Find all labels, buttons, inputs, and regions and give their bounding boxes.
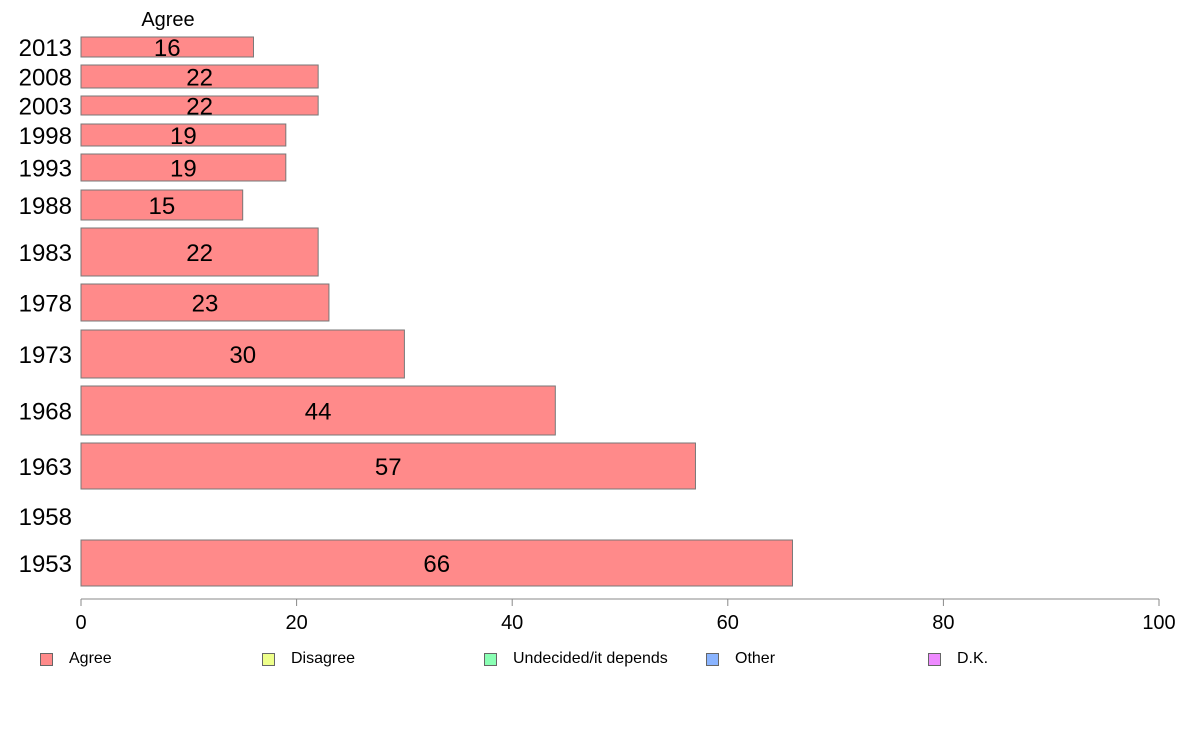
legend-swatch bbox=[484, 652, 497, 666]
data-label: 22 bbox=[186, 94, 213, 121]
legend-swatch bbox=[40, 652, 53, 666]
category-label: 1988 bbox=[19, 193, 72, 220]
category-label: 1998 bbox=[19, 123, 72, 150]
column-header: Agree bbox=[141, 9, 194, 31]
x-tick-label: 60 bbox=[717, 612, 739, 634]
legend: Agree Disagree Undecided/it depends Other D.… bbox=[0, 650, 1188, 674]
x-tick-label: 0 bbox=[75, 612, 86, 634]
x-axis: 0 20 40 60 80 100 bbox=[75, 598, 1176, 634]
category-label: 1993 bbox=[19, 156, 72, 183]
data-label: 66 bbox=[423, 551, 450, 578]
legend-item: Disagree bbox=[262, 650, 355, 668]
x-tick-label: 80 bbox=[932, 612, 954, 634]
legend-item: D.K. bbox=[928, 650, 988, 668]
category-label: 2003 bbox=[19, 94, 72, 121]
legend-swatch bbox=[706, 652, 719, 666]
category-label: 1983 bbox=[19, 240, 72, 267]
legend-item: Other bbox=[706, 650, 775, 668]
bars-group: 2013 16 2008 22 2003 22 1998 19 1993 19 1988 15 1983… bbox=[19, 35, 793, 587]
x-tick-label: 20 bbox=[285, 612, 307, 634]
bar bbox=[80, 442, 696, 490]
category-label: 1973 bbox=[19, 342, 72, 369]
data-label: 16 bbox=[154, 35, 181, 62]
bar bbox=[80, 539, 793, 587]
legend-swatch bbox=[928, 652, 941, 666]
category-label: 1953 bbox=[19, 551, 72, 578]
legend-label: Disagree bbox=[291, 650, 356, 667]
bar bbox=[80, 95, 319, 116]
category-label: 1963 bbox=[19, 454, 72, 481]
legend-swatch bbox=[262, 652, 275, 666]
bar bbox=[80, 153, 287, 182]
bar bbox=[80, 64, 319, 89]
category-label: 1968 bbox=[19, 399, 72, 426]
data-label: 15 bbox=[148, 193, 175, 220]
category-label: 2008 bbox=[19, 65, 72, 92]
x-tick-label: 100 bbox=[1142, 612, 1175, 634]
data-label: 23 bbox=[192, 291, 219, 318]
data-label: 44 bbox=[305, 399, 332, 426]
data-label: 22 bbox=[186, 240, 213, 267]
legend-item: Agree bbox=[40, 650, 112, 668]
bar bbox=[80, 123, 287, 147]
legend-item: Undecided/it depends bbox=[484, 650, 668, 668]
data-label: 19 bbox=[170, 123, 197, 150]
bar bbox=[80, 227, 319, 277]
data-label: 22 bbox=[186, 65, 213, 92]
category-label: 2013 bbox=[19, 35, 72, 62]
bar bbox=[80, 283, 330, 322]
bar bbox=[80, 385, 556, 436]
data-label: 30 bbox=[229, 342, 256, 369]
legend-label: D.K. bbox=[957, 650, 989, 667]
bar bbox=[80, 329, 405, 379]
legend-label: Agree bbox=[69, 650, 112, 667]
x-tick-label: 40 bbox=[501, 612, 523, 634]
category-label: 1978 bbox=[19, 291, 72, 318]
bar-chart: Agree 2013 16 2008 22 2003 22 1998 19 1993 19 1988… bbox=[19, 9, 1176, 634]
bar bbox=[80, 189, 244, 221]
legend-label: Undecided/it depends bbox=[513, 650, 668, 667]
data-label: 57 bbox=[375, 454, 402, 481]
bar bbox=[80, 36, 254, 58]
data-label: 19 bbox=[170, 156, 197, 183]
category-label: 1958 bbox=[19, 504, 72, 531]
legend-label: Other bbox=[735, 650, 776, 667]
